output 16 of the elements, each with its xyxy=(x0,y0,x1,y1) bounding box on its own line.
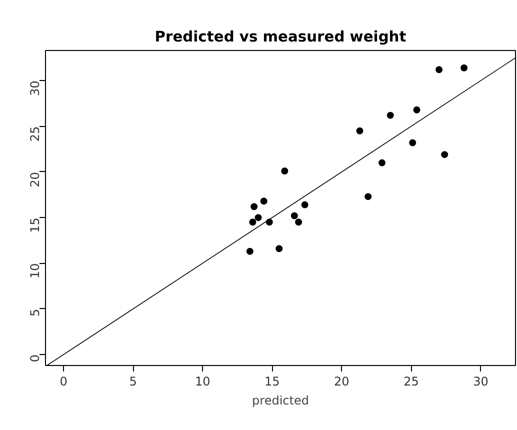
chart-title: Predicted vs measured weight xyxy=(154,28,406,46)
x-tick-label: 30 xyxy=(473,374,488,388)
y-tick-label: 20 xyxy=(28,172,42,188)
x-tick-label: 10 xyxy=(194,374,210,388)
y-tick-label: 0 xyxy=(28,354,42,362)
x-tick-label: 25 xyxy=(404,374,419,388)
x-tick-label: 0 xyxy=(60,374,68,388)
y-tick-label: 30 xyxy=(28,80,42,96)
y-tick-label: 25 xyxy=(28,126,42,142)
x-tick-label: 20 xyxy=(334,374,350,388)
y-tick-label: 5 xyxy=(28,308,42,317)
x-axis-title: predicted xyxy=(252,394,309,408)
x-tick-label: 15 xyxy=(264,374,280,388)
y-tick-label: 15 xyxy=(28,218,42,233)
y-tick-label: 10 xyxy=(28,263,42,279)
x-tick-label: 5 xyxy=(129,374,137,388)
